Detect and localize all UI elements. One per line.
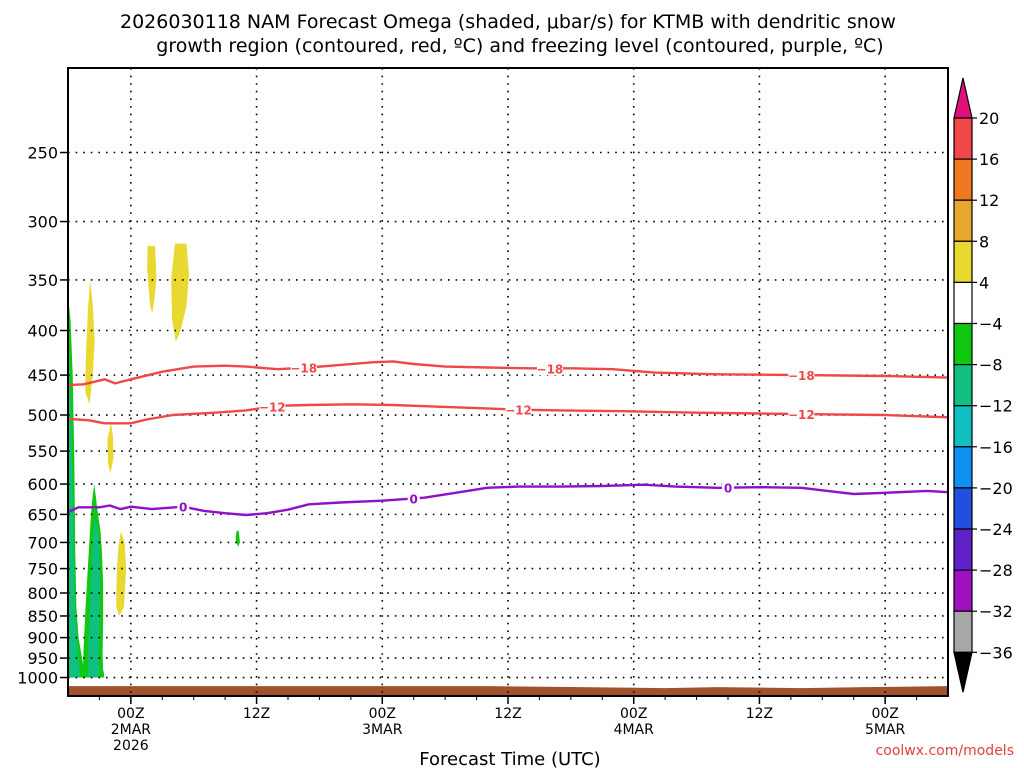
colorbar-label-12: −32 bbox=[979, 602, 1013, 621]
contour-label-0-2: −18 bbox=[788, 369, 815, 383]
contour-label-2-0: 0 bbox=[179, 501, 187, 515]
x-tick-label-6-1: 5MAR bbox=[865, 722, 906, 738]
colorbar-bin-9 bbox=[953, 487, 973, 530]
ground-layer bbox=[68, 686, 948, 696]
colorbar-label-9: −20 bbox=[979, 479, 1013, 498]
x-tick-label-0-2: 2026 bbox=[113, 738, 149, 754]
contour-label-bg-0-1 bbox=[536, 360, 563, 376]
y-axis: 250 300 350 400 450 500 550 600 650 700 750 800 850 9… bbox=[17, 144, 68, 688]
x-tick-label-6-0: 00Z bbox=[871, 706, 898, 722]
colorbar-bin-4 bbox=[953, 281, 973, 325]
contour-label-bg-1-2 bbox=[788, 406, 815, 422]
y-tick-label-600: 600 bbox=[27, 475, 58, 494]
omega-region-2 bbox=[68, 349, 80, 678]
y-tick-label-800: 800 bbox=[27, 584, 58, 603]
y-tick-label-350: 350 bbox=[27, 271, 58, 290]
colorbar-bin-11 bbox=[953, 569, 973, 612]
y-tick-label-900: 900 bbox=[27, 629, 58, 648]
x-tick-label-1-0: 12Z bbox=[243, 706, 270, 722]
colorbar-bin-7 bbox=[953, 405, 973, 448]
x-tick-label-5-0: 12Z bbox=[746, 706, 773, 722]
y-tick-label-250: 250 bbox=[27, 144, 58, 163]
x-tick-label-4-1: 4MAR bbox=[614, 722, 655, 738]
chart-title-line-2: growth region (contoured, red, ºC) and f… bbox=[156, 35, 883, 57]
y-tick-label-950: 950 bbox=[27, 649, 58, 668]
omega-region-6 bbox=[171, 243, 189, 342]
x-axis-label: Forecast Time (UTC) bbox=[419, 749, 600, 768]
credit-text: coolwx.com/models bbox=[876, 743, 1014, 759]
y-tick-label-550: 550 bbox=[27, 442, 58, 461]
contour-line-2 bbox=[68, 483, 948, 517]
colorbar-label-3: 8 bbox=[979, 232, 989, 251]
x-tick-label-0-1: 2MAR bbox=[111, 722, 152, 738]
contour-label-1-0: −12 bbox=[259, 401, 286, 415]
colorbar-top-triangle bbox=[953, 77, 973, 119]
colorbar-bin-8 bbox=[953, 446, 973, 489]
contour-label-1-2: −12 bbox=[788, 408, 815, 422]
contour-label-bg-2-0 bbox=[177, 498, 190, 514]
y-tick-label-650: 650 bbox=[27, 505, 58, 524]
colorbar-label-13: −36 bbox=[979, 643, 1013, 662]
y-tick-label-500: 500 bbox=[27, 406, 58, 425]
omega-region-7 bbox=[85, 279, 95, 405]
colorbar-label-1: 16 bbox=[979, 150, 999, 169]
contour-label-2-2: 0 bbox=[724, 482, 732, 496]
colorbar-label-2: 12 bbox=[979, 191, 999, 210]
y-tick-label-700: 700 bbox=[27, 533, 58, 552]
x-tick-label-0-0: 00Z bbox=[117, 706, 144, 722]
colorbar-bin-6 bbox=[953, 364, 973, 407]
contour-label-0-0: −18 bbox=[290, 362, 317, 376]
contour-label-1-1: −12 bbox=[505, 404, 532, 418]
colorbar-label-4: 4 bbox=[979, 273, 989, 292]
colorbar: 20 16 12 8 4 −4 −8 −12 −16 −20 −24 −28 −32 −36 bbox=[953, 77, 1013, 693]
y-tick-label-400: 400 bbox=[27, 322, 58, 341]
y-tick-label-300: 300 bbox=[27, 213, 58, 232]
colorbar-label-6: −8 bbox=[979, 356, 1003, 375]
colorbar-bin-12 bbox=[953, 610, 973, 653]
plot-frame bbox=[67, 67, 949, 697]
contour-label-bg-0-2 bbox=[788, 367, 815, 383]
colorbar-label-0: 20 bbox=[979, 109, 999, 128]
colorbar-bin-10 bbox=[953, 528, 973, 571]
contour-label-0-1: −18 bbox=[537, 362, 564, 376]
colorbar-bin-2 bbox=[953, 199, 973, 242]
contour-label-bg-1-1 bbox=[505, 401, 532, 417]
contour-label-bg-1-0 bbox=[259, 398, 286, 414]
colorbar-label-5: −4 bbox=[979, 315, 1003, 334]
omega-region-8 bbox=[107, 422, 114, 474]
colorbar-bin-1 bbox=[953, 158, 973, 201]
omega-shading-layer bbox=[68, 243, 240, 678]
omega-region-9 bbox=[116, 531, 127, 616]
colorbar-bin-0 bbox=[953, 117, 973, 160]
contour-label-bg-2-2 bbox=[722, 479, 734, 495]
y-tick-label-450: 450 bbox=[27, 366, 58, 385]
contour-line-0 bbox=[68, 360, 948, 387]
colorbar-bin-5 bbox=[953, 322, 973, 366]
contour-label-2-1: 0 bbox=[410, 492, 418, 506]
colorbar-label-7: −12 bbox=[979, 397, 1013, 416]
colorbar-label-10: −24 bbox=[979, 520, 1013, 539]
grid-lines bbox=[68, 68, 948, 696]
x-tick-label-4-0: 00Z bbox=[620, 706, 647, 722]
contour-layer: −18 −18 −18 −12 −12 −12 0 0 0 bbox=[68, 359, 948, 517]
colorbar-bottom-triangle bbox=[953, 651, 973, 693]
x-tick-label-2-1: 3MAR bbox=[362, 722, 403, 738]
terrain-strip bbox=[68, 686, 948, 696]
chart-title-line-1: 2026030118 NAM Forecast Omega (shaded, μ… bbox=[120, 11, 896, 33]
colorbar-label-8: −16 bbox=[979, 438, 1013, 457]
x-tick-label-2-0: 00Z bbox=[369, 706, 396, 722]
omega-region-4 bbox=[235, 530, 240, 547]
y-tick-label-750: 750 bbox=[27, 560, 58, 579]
contour-label-bg-2-1 bbox=[407, 490, 420, 506]
y-tick-label-1000: 1000 bbox=[17, 669, 58, 688]
x-tick-label-3-0: 12Z bbox=[494, 706, 521, 722]
colorbar-bin-3 bbox=[953, 240, 973, 284]
contour-label-bg-0-0 bbox=[290, 359, 317, 375]
colorbar-label-11: −28 bbox=[979, 561, 1013, 580]
y-tick-label-850: 850 bbox=[27, 607, 58, 626]
contour-line-1 bbox=[68, 403, 948, 425]
